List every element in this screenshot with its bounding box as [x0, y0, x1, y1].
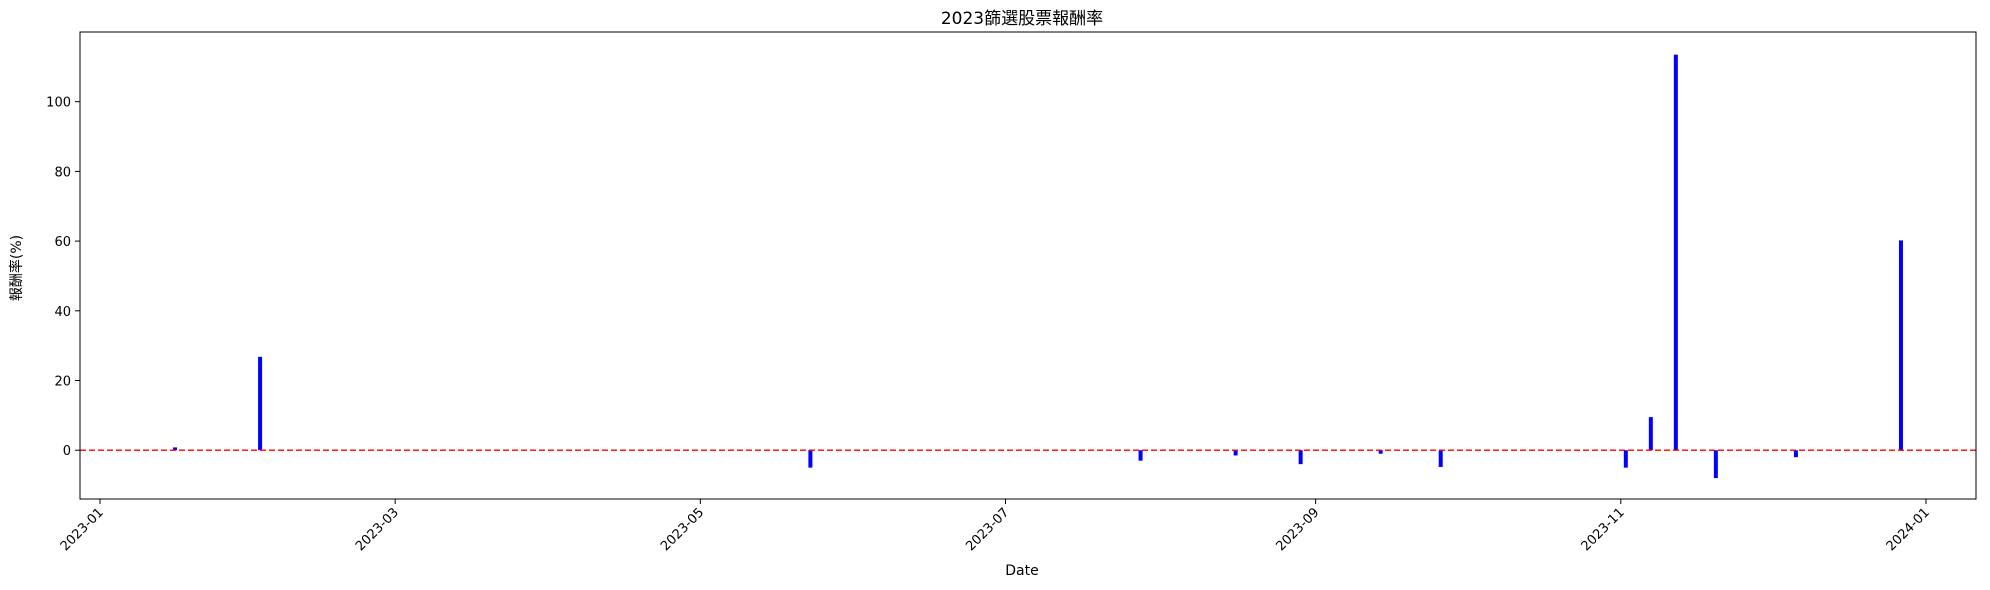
bar — [808, 450, 813, 468]
bar — [1648, 417, 1653, 451]
y-tick-label: 60 — [54, 235, 71, 250]
bar — [1378, 450, 1383, 454]
bar — [1298, 450, 1303, 465]
bar — [1898, 240, 1903, 451]
bar — [1138, 450, 1143, 461]
y-tick-label: 20 — [54, 375, 71, 390]
x-tick-label: 2024-01 — [1884, 505, 1933, 554]
x-axis-label: Date — [1005, 563, 1038, 579]
bar — [173, 447, 178, 451]
y-tick-label: 0 — [63, 444, 71, 459]
x-tick-label: 2023-01 — [58, 505, 107, 554]
bar — [1793, 450, 1798, 458]
bar — [1713, 450, 1718, 479]
x-tick-label: 2023-11 — [1579, 505, 1628, 554]
bar — [1438, 450, 1443, 467]
x-tick-label: 2023-03 — [353, 505, 402, 554]
bar — [258, 356, 263, 451]
bars-group — [173, 54, 1903, 479]
y-tick-label: 40 — [54, 305, 71, 320]
bar — [1623, 450, 1628, 468]
x-tick-label: 2023-05 — [658, 505, 707, 554]
y-tick-label: 80 — [54, 165, 71, 180]
y-tick-label: 100 — [46, 96, 71, 111]
y-axis-label: 報酬率(%) — [8, 235, 25, 301]
y-axis: 0 20 40 60 80 100 — [46, 96, 80, 459]
chart-title: 2023篩選股票報酬率 — [941, 9, 1103, 29]
bar — [1673, 54, 1678, 451]
plot-frame — [79, 31, 1977, 500]
bar — [1233, 450, 1238, 456]
x-axis: 2023-01 2023-03 2023-05 2023-07 2023-09 2023-… — [58, 499, 1933, 554]
x-tick-label: 2023-07 — [963, 505, 1012, 554]
x-tick-label: 2023-09 — [1273, 505, 1322, 554]
